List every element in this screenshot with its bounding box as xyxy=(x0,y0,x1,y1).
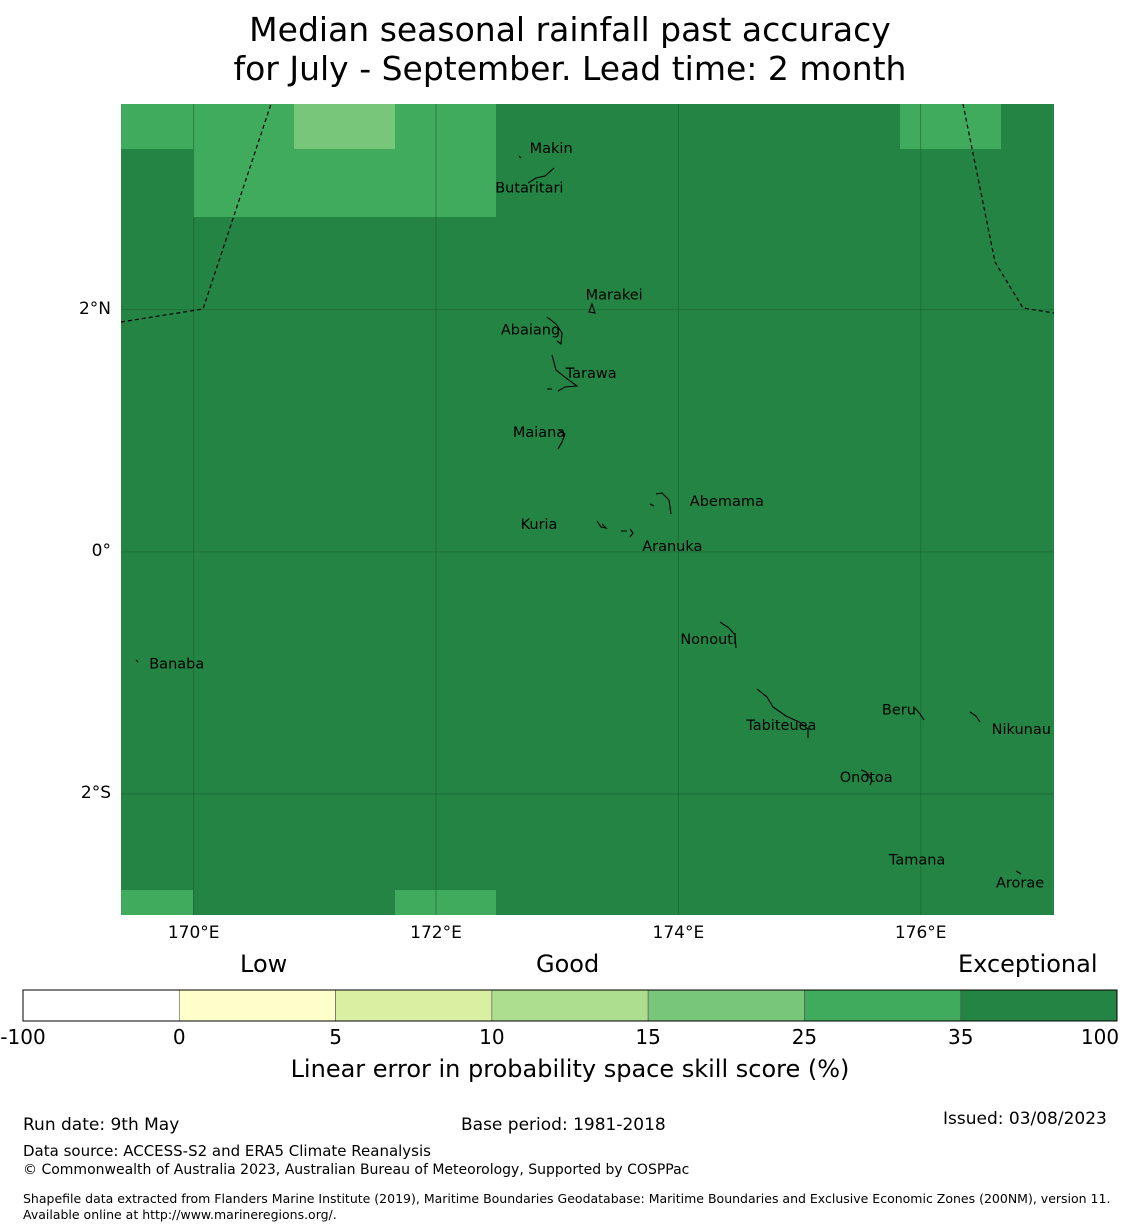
place-labels: Makin Butaritari Marakei Abaiang Tarawa Maian… xyxy=(149,141,1051,892)
coast-beru xyxy=(914,707,925,721)
place-label: Marakei xyxy=(586,287,643,303)
colorbar-tick-label: 5 xyxy=(329,1025,342,1049)
title-line-2: for July - September. Lead time: 2 month xyxy=(233,49,907,88)
base-period: Base period: 1981-2018 xyxy=(461,1115,666,1135)
place-label: Kuria xyxy=(521,517,558,533)
place-label: Maiana xyxy=(513,425,565,441)
rainfall-skill-map: Makin Butaritari Marakei Abaiang Tarawa Maian… xyxy=(120,103,1055,915)
colorbar-tick-label: -100 xyxy=(0,1025,46,1049)
place-label: Abaiang xyxy=(501,322,560,338)
longitude-tick-label: 172°E xyxy=(410,923,462,943)
coast-nonouti xyxy=(719,621,737,649)
colorbar-bin xyxy=(22,989,180,1022)
shapefile-credit: Shapefile data extracted from Flanders M… xyxy=(23,1191,1111,1222)
place-label: Nikunau xyxy=(992,722,1051,738)
category-good: Good xyxy=(536,950,600,978)
colorbar-outline xyxy=(22,989,1118,1022)
longitude-tick-label: 170°E xyxy=(167,923,220,943)
skill-cell xyxy=(395,890,496,915)
colorbar-bin xyxy=(960,989,1118,1022)
place-label: Arorae xyxy=(996,876,1044,892)
skill-cell xyxy=(121,890,193,915)
coast-marakei xyxy=(588,302,596,314)
place-label: Butaritari xyxy=(495,181,563,197)
colorbar-bin xyxy=(178,989,336,1022)
coast-butaritari xyxy=(527,167,555,184)
skill-cell xyxy=(193,104,294,217)
place-label: Tamana xyxy=(888,853,945,869)
category-exceptional: Exceptional xyxy=(958,950,1098,978)
colorbar-tick-label: 10 xyxy=(479,1025,505,1049)
coast-makin xyxy=(518,155,522,159)
colorbar-tick-label: 100 xyxy=(1080,1025,1120,1049)
coast-arorae xyxy=(1015,870,1022,875)
skill-grid-cells xyxy=(121,104,1054,915)
colorbar-bin xyxy=(491,989,649,1022)
place-label: Tabiteuea xyxy=(745,718,816,734)
coast-maiana xyxy=(557,429,566,450)
data-source: Data source: ACCESS-S2 and ERA5 Climate … xyxy=(23,1142,431,1160)
place-label: Banaba xyxy=(149,656,204,672)
place-label: Onotoa xyxy=(840,770,893,786)
place-label: Tarawa xyxy=(565,366,617,382)
skill-cell xyxy=(294,149,395,217)
colorbar-bin xyxy=(804,989,962,1022)
issued-date: Issued: 03/08/2023 xyxy=(943,1109,1107,1129)
coast-kuria xyxy=(596,520,608,529)
latitude-tick-label: 2°N xyxy=(78,298,111,319)
colorbar-bin xyxy=(647,989,805,1022)
colorbar-bin xyxy=(335,989,493,1022)
maritime-boundaries xyxy=(120,103,1055,323)
coast-nikunau xyxy=(969,711,981,723)
coast-aranuka xyxy=(621,528,634,538)
island-coastlines xyxy=(135,155,1022,875)
coast-banaba xyxy=(135,659,139,663)
chart-title: Median seasonal rainfall past accuracy f… xyxy=(0,10,1140,88)
coast-tabiteuea xyxy=(756,688,809,738)
graticule xyxy=(121,104,1054,915)
coast-tarawa xyxy=(547,354,579,392)
coast-onotoa xyxy=(860,769,873,786)
place-label: Nonouti xyxy=(680,632,737,648)
category-low: Low xyxy=(240,950,288,978)
run-date: Run date: 9th May xyxy=(23,1115,180,1135)
longitude-tick-label: 174°E xyxy=(652,923,705,943)
title-line-1: Median seasonal rainfall past accuracy xyxy=(249,10,891,49)
skill-cell xyxy=(121,104,193,149)
place-label: Abemama xyxy=(690,494,764,510)
skill-cell xyxy=(900,104,1001,149)
coast-abemama xyxy=(649,492,672,515)
colorbar-tick-label: 25 xyxy=(791,1025,818,1049)
eez-boundary-west xyxy=(120,103,272,323)
place-label: Aranuka xyxy=(642,539,702,555)
longitude-tick-label: 176°E xyxy=(894,923,947,943)
map-background xyxy=(121,104,1054,915)
colorbar-label: Linear error in probability space skill … xyxy=(290,1055,850,1083)
skill-cell xyxy=(294,104,395,149)
latitude-tick-label: 2°S xyxy=(80,782,111,803)
colorbar-tick-label: 0 xyxy=(172,1025,186,1049)
eez-boundary-east xyxy=(962,103,1055,314)
coast-abaiang xyxy=(546,316,563,346)
place-label: Beru xyxy=(882,702,916,718)
latitude-tick-label: 0° xyxy=(91,540,111,561)
colorbar-tick-label: 15 xyxy=(635,1025,661,1049)
copyright: © Commonwealth of Australia 2023, Austra… xyxy=(23,1162,690,1178)
skill-cell xyxy=(395,104,496,217)
colorbar-tick-label: 35 xyxy=(947,1025,974,1049)
place-label: Makin xyxy=(530,141,573,157)
